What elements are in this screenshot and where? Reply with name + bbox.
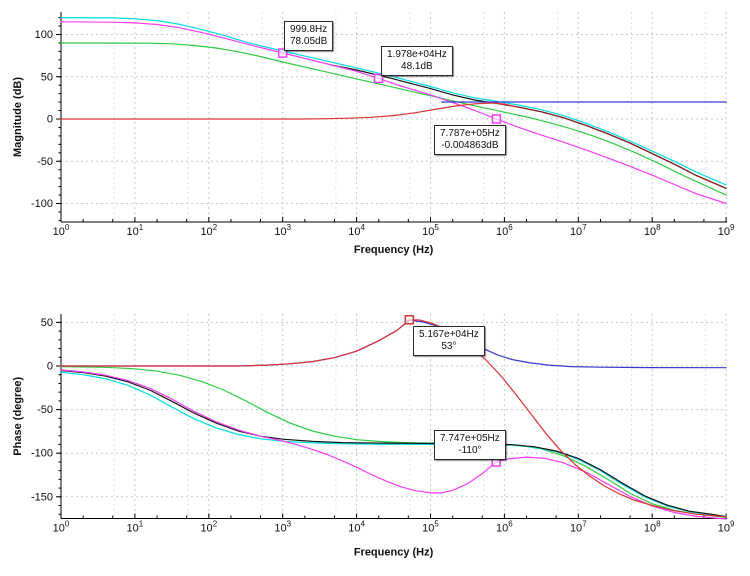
cursor-value-label: -110° [458, 445, 482, 456]
x-tick-label: 103 [274, 520, 291, 535]
x-tick-label: 108 [644, 520, 661, 535]
series-blue-curve [60, 319, 727, 369]
series-group [60, 17, 727, 205]
cursor-readout-box[interactable]: 1.978e+04Hz 48.1dB [381, 46, 453, 76]
phase-plot: 100 101 102 103 104 105 106 107 108 109 50 0 -50 -100… [12, 314, 735, 559]
gridlines [61, 314, 727, 519]
x-tick-label: 103 [274, 223, 291, 238]
series-black-curve [330, 64, 727, 189]
series-green-curve [60, 366, 727, 518]
x-tick-label: 100 [53, 520, 70, 535]
cursor-frequency-label: 7.747e+05Hz [440, 433, 500, 444]
cursor-marker[interactable] [404, 315, 415, 325]
x-tick-label: 105 [422, 223, 439, 238]
axes: 100 101 102 103 104 105 106 107 108 109 100 50 0 -50 -… [31, 12, 735, 238]
x-tick-label: 100 [53, 223, 70, 238]
x-tick-label: 101 [127, 520, 144, 535]
cursor-readout-box[interactable]: 999.8Hz 78.05dB [284, 21, 334, 51]
cursor-value-label: -0.004863dB [441, 140, 499, 151]
y-tick-label: 50 [41, 71, 53, 83]
cursor-marker[interactable] [373, 73, 384, 84]
x-tick-label: 106 [496, 223, 513, 238]
cursor-value-label: 48.1dB [401, 61, 433, 72]
x-tick-label: 107 [570, 223, 587, 238]
series-magenta-curve [60, 369, 727, 520]
x-axis-title: Frequency (Hz) [354, 244, 434, 256]
x-tick-label: 101 [127, 223, 144, 238]
cursor-readout-box[interactable]: 7.747e+05Hz -110° [434, 430, 506, 460]
x-tick-label: 104 [348, 520, 365, 535]
cursor-value-label: 53° [441, 341, 457, 352]
series-cyan-curve [60, 371, 727, 517]
y-tick-label: 0 [47, 114, 53, 126]
x-tick-label: 108 [644, 223, 661, 238]
axes: 100 101 102 103 104 105 106 107 108 109 50 0 -50 -100… [31, 314, 735, 535]
x-tick-label: 109 [718, 520, 735, 535]
x-tick-label: 102 [200, 223, 217, 238]
cursor-marker[interactable] [491, 114, 502, 124]
cursor-readout-box[interactable]: 7.787e+05Hz -0.004863dB [434, 125, 506, 155]
x-tick-label: 106 [496, 520, 513, 535]
cursor-frequency-label: 999.8Hz [290, 24, 328, 35]
y-tick-label: 0 [47, 361, 53, 373]
cursor-frequency-label: 1.978e+04Hz [387, 49, 447, 60]
y-axis-title: Magnitude (dB) [12, 77, 24, 157]
x-axis-title: Frequency (Hz) [354, 547, 434, 559]
series-group [60, 319, 727, 520]
series-magenta-curve [60, 21, 727, 205]
series-cyan-curve [60, 17, 727, 186]
x-tick-label: 109 [718, 223, 735, 238]
cursor-readout-box[interactable]: 5.167e+04Hz 53° [413, 326, 485, 356]
cursor-frequency-label: 7.787e+05Hz [440, 128, 500, 139]
y-tick-label: -150 [31, 491, 53, 503]
cursor-marker[interactable] [277, 48, 288, 58]
series-black-curve [60, 369, 727, 518]
series-darkred-curve [496, 102, 727, 189]
y-tick-label: 100 [35, 29, 53, 41]
x-tick-label: 102 [200, 520, 217, 535]
x-tick-label: 104 [348, 223, 365, 238]
y-tick-label: -50 [37, 156, 53, 168]
y-tick-label: -100 [31, 448, 53, 460]
y-tick-label: -50 [37, 404, 53, 416]
series-green-curve [60, 42, 727, 196]
y-tick-label: -100 [31, 198, 53, 210]
y-axis-title: Phase (degree) [12, 376, 24, 455]
cursor-value-label: 78.05dB [290, 36, 328, 47]
cursor-frequency-label: 5.167e+04Hz [419, 329, 479, 340]
magnitude-plot: 100 101 102 103 104 105 106 107 108 109 100 50 0 -50 -… [12, 12, 735, 256]
x-tick-label: 105 [422, 520, 439, 535]
x-tick-label: 107 [570, 520, 587, 535]
y-tick-label: 50 [41, 317, 53, 329]
series-red-curve [60, 102, 517, 120]
